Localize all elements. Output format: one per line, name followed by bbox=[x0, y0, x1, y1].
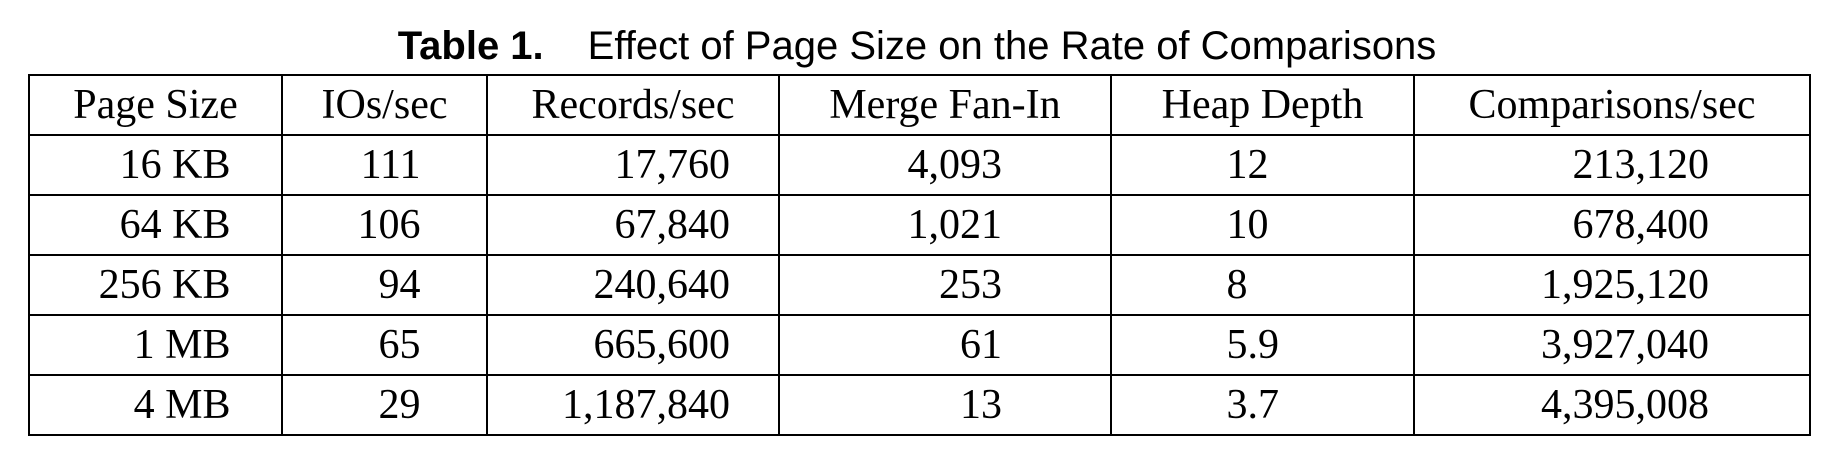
header-ios-per-sec: IOs/sec bbox=[281, 74, 488, 136]
header-heap-depth: Heap Depth bbox=[1110, 74, 1415, 136]
page-size-value: 1 MB bbox=[133, 322, 231, 368]
data-table: Page Size IOs/sec Records/sec Merge Fan-… bbox=[28, 74, 1811, 436]
cell-heap-depth: 5.9 bbox=[1110, 314, 1415, 376]
cell-ios-per-sec: 106 bbox=[281, 194, 488, 256]
cell-records-per-sec: 665,600 bbox=[486, 314, 780, 376]
page-size-value: 4 MB bbox=[133, 382, 231, 428]
ios-per-sec-value: 29 bbox=[378, 382, 421, 428]
heap-depth-value: 8 bbox=[1226, 262, 1248, 308]
cell-heap-depth: 8 bbox=[1110, 254, 1415, 316]
cell-page-size: 1 MB bbox=[28, 314, 283, 376]
header-row: Page Size IOs/sec Records/sec Merge Fan-… bbox=[28, 74, 1811, 136]
header-merge-fan-in: Merge Fan-In bbox=[778, 74, 1112, 136]
cell-merge-fan-in: 61 bbox=[778, 314, 1112, 376]
table-row: 4 MB 29 1,187,840 13 3.7 4,395,008 bbox=[28, 374, 1811, 436]
ios-per-sec-value: 111 bbox=[360, 142, 421, 188]
cell-heap-depth: 3.7 bbox=[1110, 374, 1415, 436]
cell-merge-fan-in: 4,093 bbox=[778, 134, 1112, 196]
page-size-value: 64 KB bbox=[119, 202, 231, 248]
cell-records-per-sec: 240,640 bbox=[486, 254, 780, 316]
cell-ios-per-sec: 65 bbox=[281, 314, 488, 376]
cell-ios-per-sec: 111 bbox=[281, 134, 488, 196]
cell-records-per-sec: 17,760 bbox=[486, 134, 780, 196]
cell-records-per-sec: 1,187,840 bbox=[486, 374, 780, 436]
cell-merge-fan-in: 1,021 bbox=[778, 194, 1112, 256]
heap-depth-value: 5.9 bbox=[1226, 322, 1280, 368]
cell-records-per-sec: 67,840 bbox=[486, 194, 780, 256]
heap-depth-value: 3.7 bbox=[1226, 382, 1280, 428]
heap-depth-value: 10 bbox=[1226, 202, 1269, 248]
cell-ios-per-sec: 94 bbox=[281, 254, 488, 316]
cell-comparisons-per-sec: 213,120 bbox=[1413, 134, 1811, 196]
cell-page-size: 256 KB bbox=[28, 254, 283, 316]
cell-page-size: 4 MB bbox=[28, 374, 283, 436]
cell-comparisons-per-sec: 4,395,008 bbox=[1413, 374, 1811, 436]
ios-per-sec-value: 65 bbox=[378, 322, 421, 368]
ios-per-sec-value: 106 bbox=[357, 202, 421, 248]
cell-ios-per-sec: 29 bbox=[281, 374, 488, 436]
table-row: 16 KB 111 17,760 4,093 12 213,120 bbox=[28, 134, 1811, 196]
header-comparisons-per-sec: Comparisons/sec bbox=[1413, 74, 1811, 136]
cell-comparisons-per-sec: 3,927,040 bbox=[1413, 314, 1811, 376]
cell-page-size: 16 KB bbox=[28, 134, 283, 196]
table-title: Effect of Page Size on the Rate of Compa… bbox=[587, 24, 1437, 68]
cell-merge-fan-in: 253 bbox=[778, 254, 1112, 316]
page-size-value: 256 KB bbox=[98, 262, 231, 308]
cell-heap-depth: 12 bbox=[1110, 134, 1415, 196]
page-size-value: 16 KB bbox=[119, 142, 231, 188]
ios-per-sec-value: 94 bbox=[378, 262, 421, 308]
table-row: 64 KB 106 67,840 1,021 10 678,400 bbox=[28, 194, 1811, 256]
heap-depth-value: 12 bbox=[1226, 142, 1269, 188]
header-page-size: Page Size bbox=[28, 74, 283, 136]
header-records-per-sec: Records/sec bbox=[486, 74, 780, 136]
cell-comparisons-per-sec: 1,925,120 bbox=[1413, 254, 1811, 316]
cell-merge-fan-in: 13 bbox=[778, 374, 1112, 436]
table-caption: Table 1. Effect of Page Size on the Rate … bbox=[0, 20, 1834, 72]
cell-page-size: 64 KB bbox=[28, 194, 283, 256]
table-row: 1 MB 65 665,600 61 5.9 3,927,040 bbox=[28, 314, 1811, 376]
table-number: Table 1. bbox=[397, 24, 544, 68]
table-row: 256 KB 94 240,640 253 8 1,925,120 bbox=[28, 254, 1811, 316]
cell-comparisons-per-sec: 678,400 bbox=[1413, 194, 1811, 256]
cell-heap-depth: 10 bbox=[1110, 194, 1415, 256]
